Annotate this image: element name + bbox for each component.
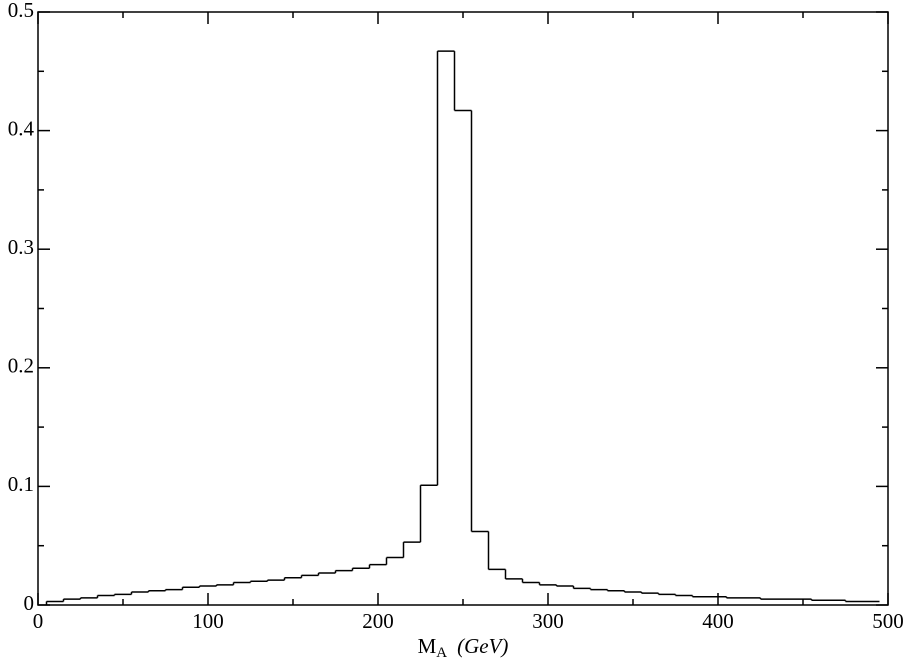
- x-tick-label: 500: [872, 609, 904, 633]
- y-tick-label: 0.2: [8, 354, 34, 378]
- plot-frame: [37, 11, 889, 606]
- x-label-subscript: A: [436, 645, 447, 661]
- x-label-unit: (GeV): [457, 634, 508, 658]
- y-tick-label: 0.5: [8, 0, 34, 22]
- x-tick-label: 400: [702, 609, 734, 633]
- y-tick-label: 0.1: [8, 472, 34, 496]
- x-tick-label: 100: [192, 609, 224, 633]
- x-tick-label: 0: [33, 609, 44, 633]
- x-tick-label: 200: [362, 609, 394, 633]
- x-axis-label: MA (GeV): [418, 634, 509, 662]
- y-tick-label: 0: [24, 591, 35, 615]
- x-label-symbol: M: [418, 634, 437, 658]
- y-tick-label: 0.4: [8, 116, 35, 140]
- y-tick-label: 0.3: [8, 235, 34, 259]
- x-tick-label: 300: [532, 609, 564, 633]
